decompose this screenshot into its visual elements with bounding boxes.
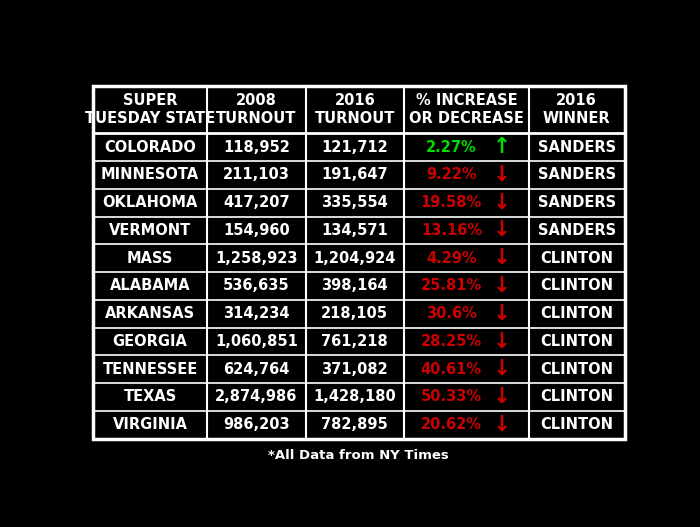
Text: CLINTON: CLINTON bbox=[540, 417, 613, 432]
Text: *All Data from NY Times: *All Data from NY Times bbox=[268, 449, 449, 462]
Text: 2008
TURNOUT: 2008 TURNOUT bbox=[216, 93, 297, 126]
Text: CLINTON: CLINTON bbox=[540, 251, 613, 266]
Text: ALABAMA: ALABAMA bbox=[110, 278, 190, 294]
Text: 4.29%: 4.29% bbox=[426, 251, 477, 266]
Text: ↓: ↓ bbox=[492, 220, 510, 240]
Text: ↓: ↓ bbox=[492, 276, 510, 296]
Text: % INCREASE
OR DECREASE: % INCREASE OR DECREASE bbox=[409, 93, 524, 126]
Text: 2016
WINNER: 2016 WINNER bbox=[543, 93, 610, 126]
Text: OKLAHOMA: OKLAHOMA bbox=[102, 195, 198, 210]
Text: 134,571: 134,571 bbox=[321, 223, 388, 238]
Text: 218,105: 218,105 bbox=[321, 306, 388, 321]
Text: 191,647: 191,647 bbox=[321, 168, 388, 182]
Text: TEXAS: TEXAS bbox=[123, 389, 176, 404]
Text: ↓: ↓ bbox=[492, 415, 510, 435]
Text: 25.81%: 25.81% bbox=[421, 278, 482, 294]
Text: 1,428,180: 1,428,180 bbox=[314, 389, 396, 404]
Text: 28.25%: 28.25% bbox=[421, 334, 482, 349]
Text: MINNESOTA: MINNESOTA bbox=[101, 168, 200, 182]
Text: ↓: ↓ bbox=[492, 248, 510, 268]
Text: VERMONT: VERMONT bbox=[109, 223, 191, 238]
Text: CLINTON: CLINTON bbox=[540, 362, 613, 377]
Text: CLINTON: CLINTON bbox=[540, 278, 613, 294]
Text: ↓: ↓ bbox=[492, 331, 510, 352]
Text: 335,554: 335,554 bbox=[321, 195, 388, 210]
Text: 1,060,851: 1,060,851 bbox=[215, 334, 298, 349]
Text: ↓: ↓ bbox=[492, 304, 510, 324]
Text: 50.33%: 50.33% bbox=[421, 389, 482, 404]
Text: 782,895: 782,895 bbox=[321, 417, 388, 432]
Text: 9.22%: 9.22% bbox=[426, 168, 477, 182]
Text: CLINTON: CLINTON bbox=[540, 306, 613, 321]
Text: SANDERS: SANDERS bbox=[538, 168, 616, 182]
Text: 40.61%: 40.61% bbox=[421, 362, 482, 377]
Text: TENNESSEE: TENNESSEE bbox=[102, 362, 197, 377]
Text: SANDERS: SANDERS bbox=[538, 195, 616, 210]
Text: 398,164: 398,164 bbox=[321, 278, 388, 294]
Text: 118,952: 118,952 bbox=[223, 140, 290, 154]
Text: VIRGINIA: VIRGINIA bbox=[113, 417, 188, 432]
Text: 536,635: 536,635 bbox=[223, 278, 290, 294]
Text: ↓: ↓ bbox=[492, 165, 510, 185]
Bar bbox=[93, 85, 624, 438]
Text: 314,234: 314,234 bbox=[223, 306, 290, 321]
Text: GEORGIA: GEORGIA bbox=[113, 334, 188, 349]
Text: 211,103: 211,103 bbox=[223, 168, 290, 182]
Text: 154,960: 154,960 bbox=[223, 223, 290, 238]
Text: ↓: ↓ bbox=[492, 193, 510, 212]
Text: SANDERS: SANDERS bbox=[538, 140, 616, 154]
Text: ↓: ↓ bbox=[492, 359, 510, 379]
Text: ↑: ↑ bbox=[492, 137, 510, 157]
Text: SUPER
TUESDAY STATE: SUPER TUESDAY STATE bbox=[85, 93, 215, 126]
Text: CLINTON: CLINTON bbox=[540, 389, 613, 404]
Text: 1,258,923: 1,258,923 bbox=[215, 251, 298, 266]
Text: 986,203: 986,203 bbox=[223, 417, 290, 432]
Text: 417,207: 417,207 bbox=[223, 195, 290, 210]
Text: 2.27%: 2.27% bbox=[426, 140, 477, 154]
Text: 371,082: 371,082 bbox=[321, 362, 388, 377]
Text: 30.6%: 30.6% bbox=[426, 306, 477, 321]
Text: MASS: MASS bbox=[127, 251, 174, 266]
Text: ↓: ↓ bbox=[492, 387, 510, 407]
Text: 1,204,924: 1,204,924 bbox=[314, 251, 396, 266]
Text: SANDERS: SANDERS bbox=[538, 223, 616, 238]
Text: 121,712: 121,712 bbox=[321, 140, 388, 154]
Text: CLINTON: CLINTON bbox=[540, 334, 613, 349]
Text: 20.62%: 20.62% bbox=[421, 417, 482, 432]
Text: COLORADO: COLORADO bbox=[104, 140, 196, 154]
Text: 2,874,986: 2,874,986 bbox=[215, 389, 298, 404]
Text: ARKANSAS: ARKANSAS bbox=[105, 306, 195, 321]
Text: 761,218: 761,218 bbox=[321, 334, 388, 349]
Text: 624,764: 624,764 bbox=[223, 362, 290, 377]
Text: 13.16%: 13.16% bbox=[421, 223, 482, 238]
Text: 2016
TURNOUT: 2016 TURNOUT bbox=[314, 93, 395, 126]
Text: 19.58%: 19.58% bbox=[421, 195, 482, 210]
